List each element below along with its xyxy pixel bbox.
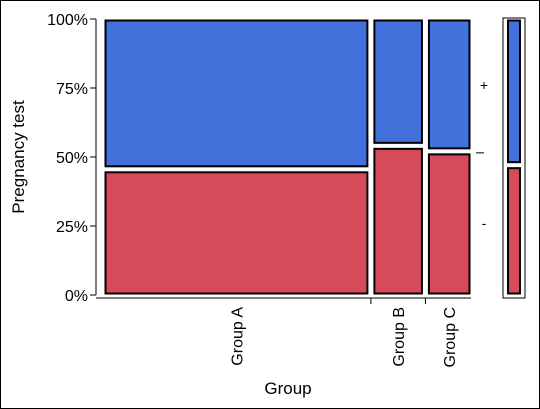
x-tick-label: Group A bbox=[229, 307, 246, 366]
marginal-cell-positive bbox=[507, 19, 521, 164]
mosaic-cell-group-c-positive bbox=[427, 19, 471, 150]
y-axis: 0% 25% 50% 75% 100% bbox=[47, 12, 97, 305]
x-axis: Group A Group B Group C bbox=[96, 297, 471, 367]
mosaic-cell-group-c-negative bbox=[427, 153, 471, 295]
x-tick-label: Group B bbox=[391, 307, 408, 367]
marginal-frame bbox=[502, 17, 526, 299]
mosaic-cell-group-a-positive bbox=[104, 19, 369, 168]
level-label-negative: - bbox=[482, 215, 487, 231]
y-tick-label: 0% bbox=[65, 288, 88, 305]
y-tick-label: 25% bbox=[56, 219, 88, 236]
y-axis-title: Pregnancy test bbox=[9, 100, 28, 214]
mosaic-cell-group-a-negative bbox=[104, 171, 369, 295]
x-tick-label: Group C bbox=[442, 307, 459, 367]
mosaic-cell-group-b-negative bbox=[373, 147, 423, 295]
level-label-positive: + bbox=[480, 77, 488, 93]
y-tick-label: 100% bbox=[47, 12, 88, 29]
y-tick-label: 50% bbox=[56, 150, 88, 167]
mosaic-cell-group-b-positive bbox=[373, 19, 423, 144]
marginal-cell-negative bbox=[507, 167, 521, 295]
level-labels: -+ bbox=[476, 77, 488, 231]
x-axis-title: Group bbox=[264, 379, 311, 398]
y-tick-label: 75% bbox=[56, 81, 88, 98]
marginal-bar bbox=[502, 17, 526, 299]
plot-area bbox=[104, 19, 471, 295]
